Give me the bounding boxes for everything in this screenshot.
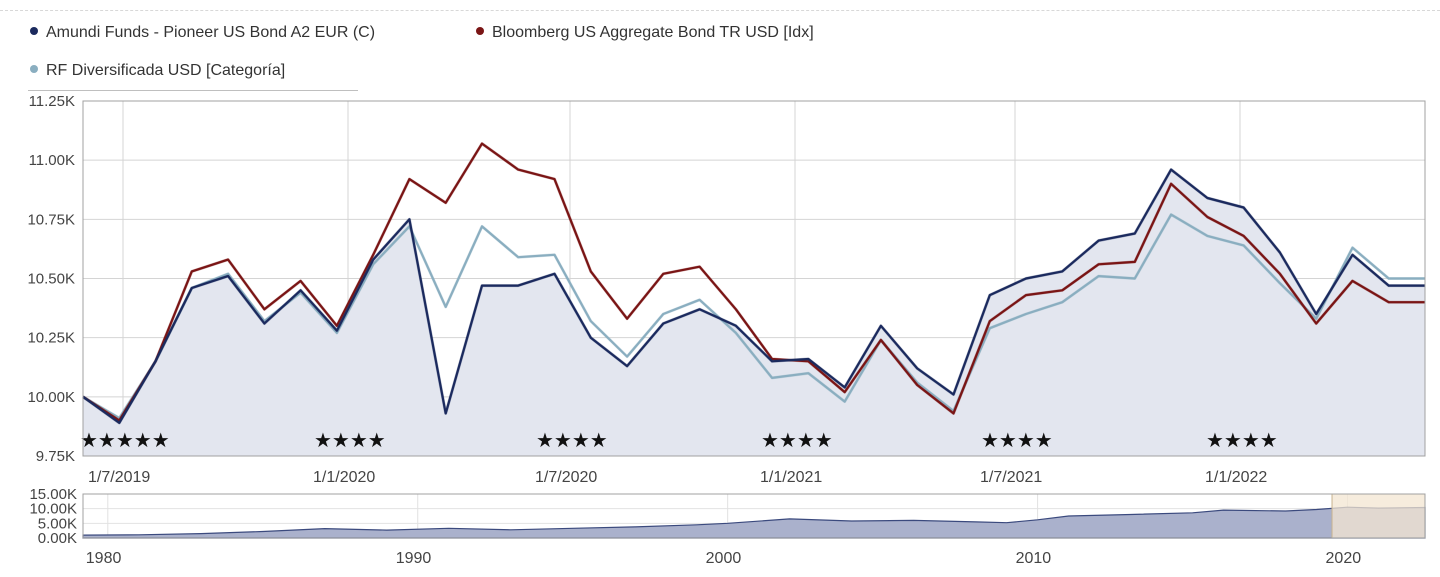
legend-dot-fund-icon — [30, 26, 38, 35]
main-lines — [82, 142, 1425, 425]
y-tick-label: 11.00K — [29, 152, 75, 169]
main-area — [83, 169, 1425, 456]
x-tick-label: 1/7/2021 — [980, 469, 1042, 486]
series-line-category — [82, 213, 1425, 420]
legend-dot-category-icon — [30, 64, 38, 73]
legend-item-category[interactable]: RF Diversificada USD [Categoría] — [30, 62, 285, 80]
y-tick-label: 9.75K — [36, 448, 75, 465]
navigator-y-tick-label: 0.00K — [38, 530, 77, 547]
x-tick-label: 1/7/2019 — [88, 469, 150, 486]
y-tick-label: 10.25K — [27, 330, 75, 347]
rating-stars-label: ★★★★ — [314, 430, 386, 452]
rating-stars-label: ★★★★ — [1206, 430, 1278, 452]
navigator-x-tick-label: 1980 — [86, 550, 122, 567]
navigator-selected-range[interactable] — [1331, 493, 1426, 539]
rating-stars: ★★★★★ ★★★★ ★★★★ ★★★★ ★★★★ ★★★★ — [80, 430, 1278, 452]
legend-item-index[interactable]: Bloomberg US Aggregate Bond TR USD [Idx] — [476, 24, 814, 42]
rating-stars-label: ★★★★ — [761, 430, 833, 452]
navigator-x-tick-label: 2000 — [706, 550, 742, 567]
navigator-area — [82, 506, 1426, 539]
navigator-x-tick-label: 2020 — [1326, 550, 1362, 567]
fund-area — [83, 169, 1425, 456]
rating-stars-label: ★★★★★ — [80, 430, 170, 452]
legend-item-fund[interactable]: Amundi Funds - Pioneer US Bond A2 EUR (C… — [30, 24, 375, 42]
legend-label: Amundi Funds - Pioneer US Bond A2 EUR (C… — [46, 24, 376, 41]
main-axes — [82, 100, 1426, 457]
x-tick-label: 1/7/2020 — [535, 469, 597, 486]
legend-dot-index-icon — [476, 26, 484, 35]
navigator-y-tick-label: 10.00K — [29, 501, 77, 518]
navigator-frame — [82, 493, 1426, 539]
rating-stars-label: ★★★★ — [981, 430, 1053, 452]
series-line-fund — [82, 168, 1425, 424]
y-tick-label: 11.25K — [29, 93, 75, 110]
navigator-y-tick-label: 15.00K — [29, 486, 77, 503]
navigator-x-tick-label: 2010 — [1016, 550, 1052, 567]
legend-label: Bloomberg US Aggregate Bond TR USD [Idx] — [492, 24, 814, 41]
y-tick-label: 10.50K — [27, 271, 75, 288]
navigator-y-tick-label: 5.00K — [38, 515, 77, 532]
navigator-x-tick-label: 1990 — [396, 550, 432, 567]
x-tick-label: 1/1/2022 — [1205, 469, 1267, 486]
rating-stars-label: ★★★★ — [536, 430, 608, 452]
y-tick-label: 10.75K — [27, 211, 75, 228]
top-divider — [0, 10, 1440, 11]
x-tick-label: 1/1/2020 — [313, 469, 375, 486]
plot-frame — [82, 100, 1426, 457]
legend-label: RF Diversificada USD [Categoría] — [46, 62, 286, 79]
legend-divider — [28, 90, 358, 91]
x-tick-label: 1/1/2021 — [760, 469, 822, 486]
y-tick-label: 10.00K — [27, 389, 75, 406]
series-line-index — [82, 142, 1425, 422]
